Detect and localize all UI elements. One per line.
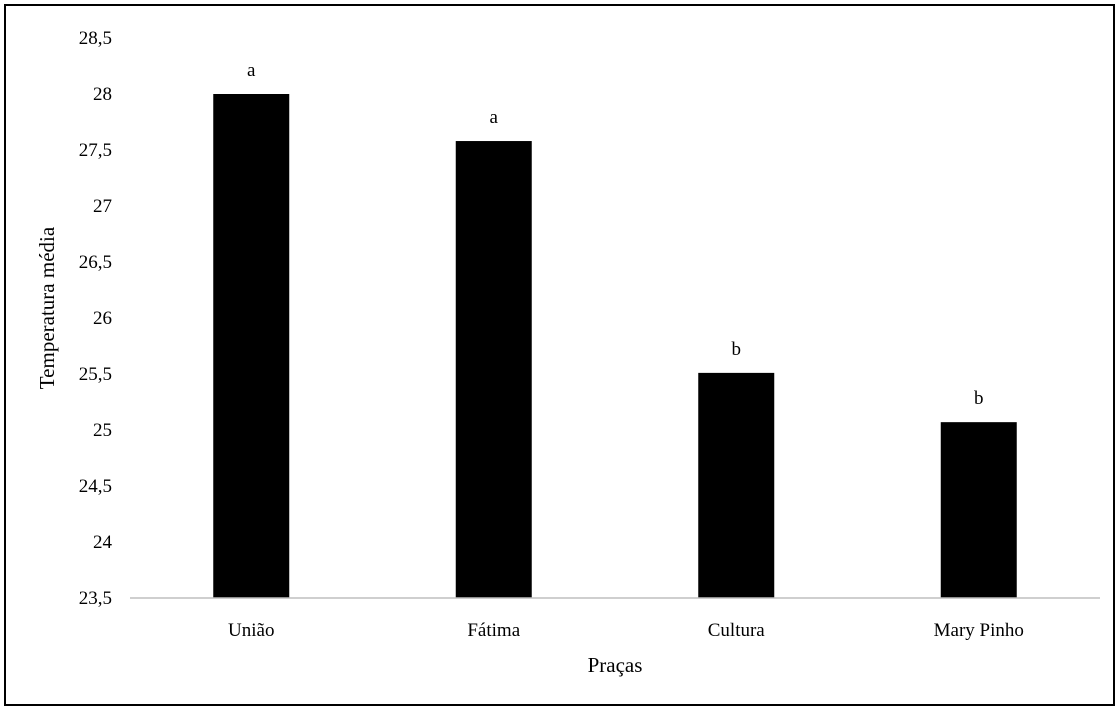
x-tick-label: Cultura [708, 620, 766, 641]
bar-união [213, 94, 290, 598]
y-axis-title: Temperatura média [35, 226, 59, 389]
bar-data-label: a [490, 107, 499, 128]
y-axis-ticks: 28,5 28 27,5 27 26,5 26 25,5 25 24,5 24 23,5 [79, 28, 113, 609]
bar-data-label: b [732, 339, 742, 360]
bar-data-labels: a a b b [247, 60, 983, 409]
bars [213, 94, 1017, 599]
y-tick-label: 25,5 [79, 364, 112, 385]
y-tick-label: 25 [93, 420, 112, 441]
y-tick-label: 27,5 [79, 140, 112, 161]
bar-data-label: a [247, 60, 256, 81]
y-tick-label: 26 [93, 308, 112, 329]
y-tick-label: 26,5 [79, 252, 112, 273]
y-tick-label: 23,5 [79, 588, 112, 609]
y-tick-label: 24,5 [79, 476, 112, 497]
y-tick-label: 28 [93, 84, 112, 105]
bar-cultura [698, 372, 775, 598]
x-tick-label: Mary Pinho [934, 620, 1024, 641]
bar-data-label: b [974, 388, 984, 409]
x-tick-label: União [228, 620, 274, 641]
bar-fátima [455, 141, 532, 599]
y-tick-label: 24 [93, 532, 113, 553]
x-axis-title: Praças [588, 653, 643, 677]
x-axis-ticks: União Fátima Cultura Mary Pinho [228, 620, 1024, 641]
x-tick-label: Fátima [467, 620, 520, 641]
bar-mary-pinho [940, 422, 1017, 598]
y-tick-label: 28,5 [79, 28, 112, 49]
chart-frame [4, 4, 1115, 706]
y-tick-label: 27 [93, 196, 112, 217]
